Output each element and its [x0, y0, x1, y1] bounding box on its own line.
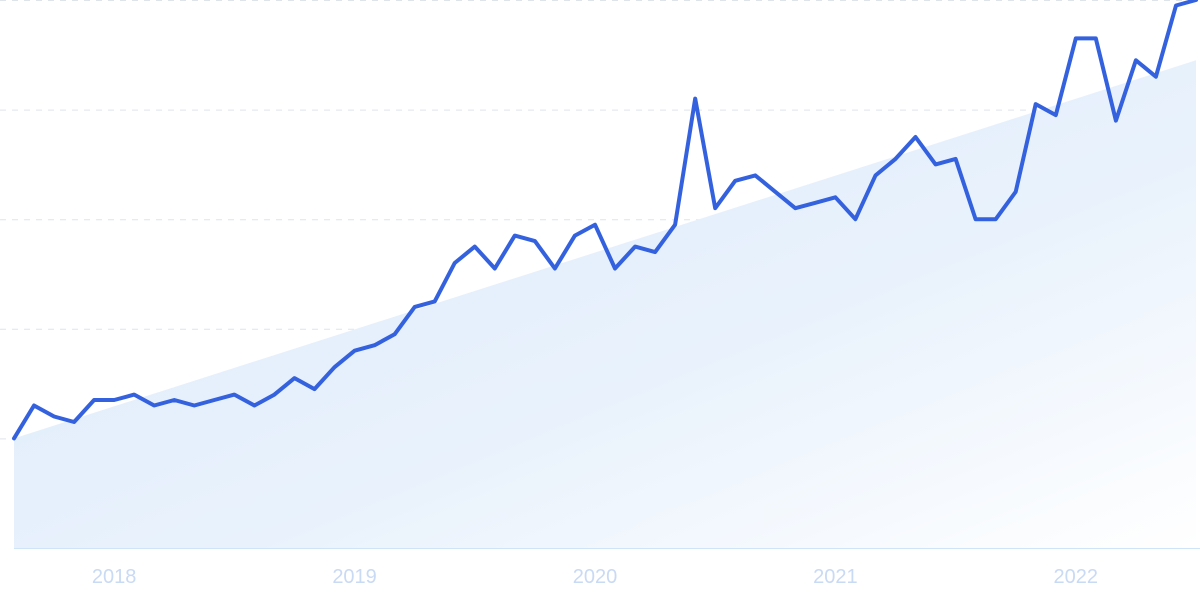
x-tick-label: 2020 — [573, 566, 618, 588]
x-axis: 2018 2019 2020 2021 2022 — [14, 548, 1200, 588]
x-tick-label: 2019 — [332, 566, 377, 588]
trend-area-fill — [14, 60, 1196, 548]
x-tick-label: 2021 — [813, 566, 858, 588]
series-line — [12, 0, 1198, 441]
x-tick-label: 2018 — [92, 566, 137, 588]
series-lines — [12, 0, 1198, 441]
trend-area — [14, 60, 1196, 548]
x-tick-label: 2022 — [1054, 566, 1099, 588]
